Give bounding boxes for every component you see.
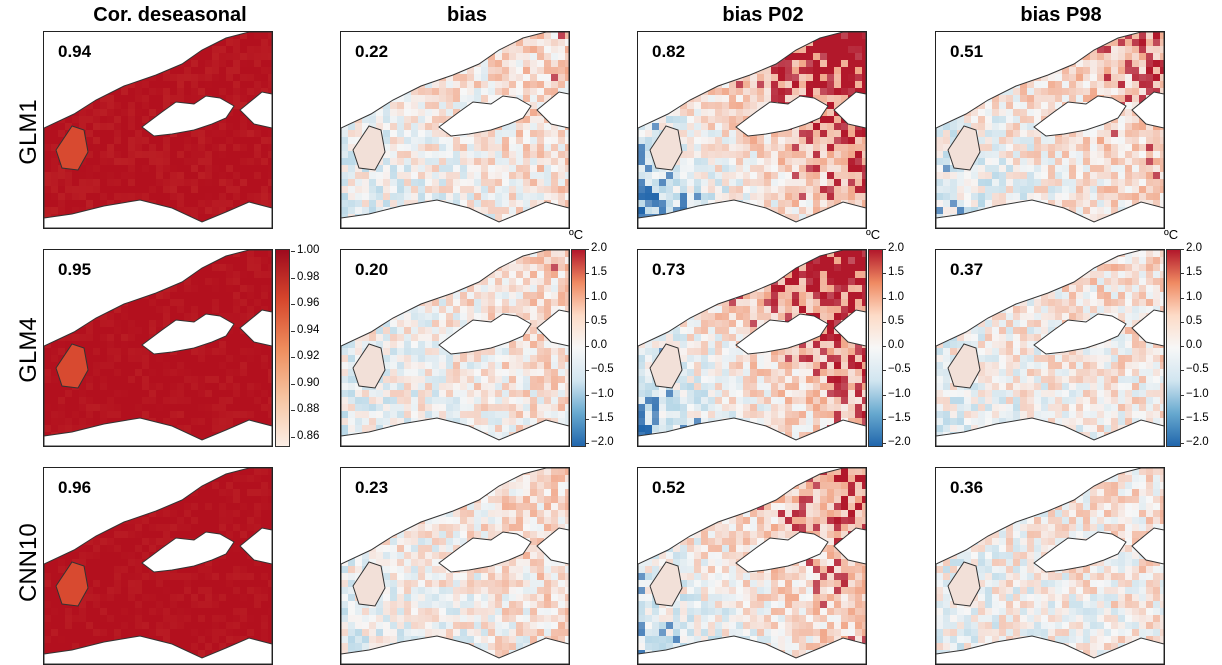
map-panel-glm4-2: 0.73 bbox=[637, 249, 867, 447]
bias-colorbar-tick: −2.0 bbox=[888, 436, 911, 448]
bias-colorbar-tick: −2.0 bbox=[1186, 436, 1209, 448]
bias-colorbar-tick: −0.5 bbox=[888, 363, 911, 375]
correlation-colorbar-tick: 0.94 bbox=[297, 324, 319, 336]
map-panel-glm1-1: 0.22 bbox=[340, 31, 570, 229]
map-panel-glm1-2: 0.82 bbox=[637, 31, 867, 229]
bias-colorbar bbox=[1166, 249, 1181, 447]
bias-colorbar-tick: −0.5 bbox=[591, 363, 614, 375]
correlation-colorbar-tick: 0.96 bbox=[297, 297, 319, 309]
map-panel-cnn10-2: 0.52 bbox=[637, 467, 867, 665]
column-title-bias-p02: bias P02 bbox=[633, 4, 893, 27]
score-label: 0.96 bbox=[58, 478, 91, 498]
score-label: 0.73 bbox=[652, 260, 685, 280]
bias-colorbar-tick: −2.0 bbox=[591, 436, 614, 448]
bias-colorbar-tick: 2.0 bbox=[591, 242, 607, 254]
score-label: 0.23 bbox=[355, 478, 388, 498]
score-label: 0.51 bbox=[950, 42, 983, 62]
colorbar-unit-label: ºC bbox=[1164, 227, 1178, 242]
bias-colorbar-tick: 2.0 bbox=[1186, 242, 1202, 254]
score-label: 0.95 bbox=[58, 260, 91, 280]
correlation-colorbar-tick: 0.92 bbox=[297, 350, 319, 362]
bias-colorbar bbox=[571, 249, 586, 447]
column-title-bias: bias bbox=[337, 4, 597, 27]
score-label: 0.22 bbox=[355, 42, 388, 62]
correlation-colorbar-tick: 0.90 bbox=[297, 377, 319, 389]
bias-colorbar-tick: 1.5 bbox=[888, 266, 904, 278]
bias-colorbar-tick: −1.5 bbox=[1186, 412, 1209, 424]
bias-colorbar-tick: 2.0 bbox=[888, 242, 904, 254]
score-label: 0.82 bbox=[652, 42, 685, 62]
bias-colorbar-tick: 0.0 bbox=[888, 339, 904, 351]
map-panel-cnn10-0: 0.96 bbox=[43, 467, 273, 665]
row-title-glm1: GLM1 bbox=[15, 97, 43, 167]
map-panel-glm4-1: 0.20 bbox=[340, 249, 570, 447]
bias-colorbar-tick: 1.0 bbox=[1186, 291, 1202, 303]
bias-colorbar-tick: −1.0 bbox=[591, 388, 614, 400]
bias-colorbar-tick: −1.5 bbox=[888, 412, 911, 424]
column-title-correlation: Cor. deseasonal bbox=[40, 4, 300, 27]
correlation-colorbar bbox=[275, 249, 290, 447]
column-title-bias-p98: bias P98 bbox=[931, 4, 1191, 27]
bias-colorbar-tick: −0.5 bbox=[1186, 363, 1209, 375]
bias-colorbar-tick: −1.0 bbox=[1186, 388, 1209, 400]
score-label: 0.36 bbox=[950, 478, 983, 498]
map-panel-glm4-3: 0.37 bbox=[935, 249, 1165, 447]
bias-colorbar-tick: 0.5 bbox=[888, 315, 904, 327]
score-label: 0.52 bbox=[652, 478, 685, 498]
score-label: 0.37 bbox=[950, 260, 983, 280]
row-title-glm4: GLM4 bbox=[15, 315, 43, 385]
correlation-colorbar-tick: 1.00 bbox=[297, 244, 319, 256]
map-panel-glm1-3: 0.51 bbox=[935, 31, 1165, 229]
bias-colorbar bbox=[868, 249, 883, 447]
bias-colorbar-tick: 0.5 bbox=[591, 315, 607, 327]
map-panel-cnn10-1: 0.23 bbox=[340, 467, 570, 665]
colorbar-unit-label: ºC bbox=[569, 227, 583, 242]
bias-colorbar-tick: −1.5 bbox=[591, 412, 614, 424]
bias-colorbar-tick: 1.0 bbox=[591, 291, 607, 303]
correlation-colorbar-tick: 0.86 bbox=[297, 430, 319, 442]
bias-colorbar-tick: 0.0 bbox=[591, 339, 607, 351]
map-panel-glm4-0: 0.95 bbox=[43, 249, 273, 447]
colorbar-unit-label: ºC bbox=[866, 227, 880, 242]
bias-colorbar-tick: 1.5 bbox=[1186, 266, 1202, 278]
map-panel-glm1-0: 0.94 bbox=[43, 31, 273, 229]
correlation-colorbar-tick: 0.98 bbox=[297, 271, 319, 283]
score-label: 0.20 bbox=[355, 260, 388, 280]
score-label: 0.94 bbox=[58, 42, 91, 62]
bias-colorbar-tick: 0.0 bbox=[1186, 339, 1202, 351]
bias-colorbar-tick: −1.0 bbox=[888, 388, 911, 400]
bias-colorbar-tick: 1.0 bbox=[888, 291, 904, 303]
map-panel-cnn10-3: 0.36 bbox=[935, 467, 1165, 665]
bias-colorbar-tick: 1.5 bbox=[591, 266, 607, 278]
bias-colorbar-tick: 0.5 bbox=[1186, 315, 1202, 327]
row-title-cnn10: CNN10 bbox=[15, 532, 43, 602]
correlation-colorbar-tick: 0.88 bbox=[297, 403, 319, 415]
